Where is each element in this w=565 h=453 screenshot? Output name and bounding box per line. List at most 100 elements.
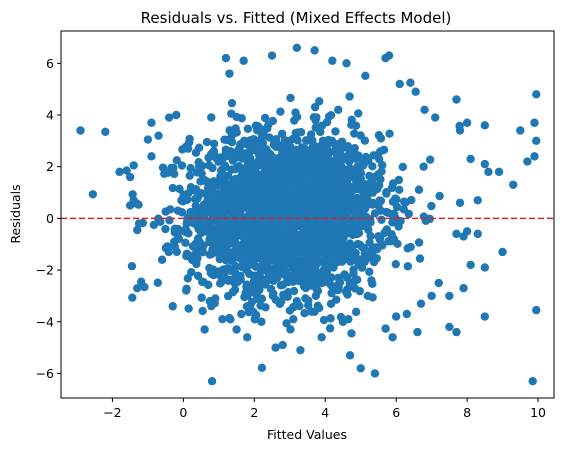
data-point bbox=[147, 119, 155, 127]
data-point bbox=[258, 364, 266, 372]
data-point bbox=[280, 142, 288, 150]
data-point bbox=[312, 275, 320, 283]
data-point bbox=[197, 294, 205, 302]
data-point bbox=[481, 263, 489, 271]
data-point bbox=[246, 143, 254, 151]
data-point bbox=[481, 160, 489, 168]
data-point bbox=[286, 306, 294, 314]
data-point bbox=[244, 125, 252, 133]
data-point bbox=[328, 57, 336, 65]
data-point bbox=[532, 137, 540, 145]
data-point bbox=[322, 176, 330, 184]
data-point bbox=[509, 181, 517, 189]
data-point bbox=[217, 272, 225, 280]
data-point bbox=[259, 242, 267, 250]
data-point bbox=[227, 131, 235, 139]
data-point bbox=[389, 179, 397, 187]
data-point bbox=[356, 287, 364, 295]
data-point bbox=[256, 301, 264, 309]
data-point bbox=[300, 270, 308, 278]
data-point bbox=[243, 157, 251, 165]
data-point bbox=[173, 156, 181, 164]
data-point bbox=[239, 57, 247, 65]
data-point bbox=[329, 263, 337, 271]
data-point bbox=[199, 278, 207, 286]
data-point bbox=[330, 244, 338, 252]
data-point bbox=[381, 54, 389, 62]
plot-area bbox=[61, 31, 554, 398]
data-point bbox=[387, 237, 395, 245]
data-point bbox=[243, 333, 251, 341]
data-point bbox=[347, 186, 355, 194]
data-point bbox=[420, 212, 428, 220]
data-point bbox=[358, 161, 366, 169]
data-point bbox=[336, 146, 344, 154]
data-point bbox=[171, 242, 179, 250]
data-point bbox=[291, 187, 299, 195]
data-point bbox=[427, 202, 435, 210]
data-point bbox=[356, 131, 364, 139]
data-point bbox=[481, 121, 489, 129]
data-point bbox=[334, 106, 342, 114]
x-tick-label: 6 bbox=[392, 405, 400, 420]
data-point bbox=[218, 315, 226, 323]
data-point bbox=[284, 288, 292, 296]
data-point bbox=[374, 199, 382, 207]
data-point bbox=[257, 318, 265, 326]
data-point bbox=[344, 208, 352, 216]
data-point bbox=[268, 242, 276, 250]
data-point bbox=[178, 195, 186, 203]
data-point bbox=[231, 279, 239, 287]
data-point bbox=[332, 168, 340, 176]
data-point bbox=[126, 173, 134, 181]
data-point bbox=[160, 170, 168, 178]
data-point bbox=[320, 316, 328, 324]
data-point bbox=[331, 127, 339, 135]
data-point bbox=[281, 267, 289, 275]
data-point bbox=[378, 161, 386, 169]
data-point bbox=[312, 113, 320, 121]
data-point bbox=[384, 209, 392, 217]
data-point bbox=[171, 225, 179, 233]
data-point bbox=[307, 166, 315, 174]
data-point bbox=[200, 219, 208, 227]
data-point bbox=[237, 310, 245, 318]
x-axis-ticks: −2 0 2 4 6 8 10 bbox=[103, 398, 546, 420]
data-point bbox=[373, 185, 381, 193]
data-point bbox=[128, 262, 136, 270]
y-axis-ticks: −6−4−20246 bbox=[36, 56, 61, 381]
data-point bbox=[463, 227, 471, 235]
data-point bbox=[400, 198, 408, 206]
data-point bbox=[197, 229, 205, 237]
data-point bbox=[204, 189, 212, 197]
data-point bbox=[233, 175, 241, 183]
data-point bbox=[270, 174, 278, 182]
data-point bbox=[388, 333, 396, 341]
data-point bbox=[178, 145, 186, 153]
data-point bbox=[198, 307, 206, 315]
data-point bbox=[289, 315, 297, 323]
data-point bbox=[394, 222, 402, 230]
data-point bbox=[307, 307, 315, 315]
data-point bbox=[317, 333, 325, 341]
data-point bbox=[208, 377, 216, 385]
data-point bbox=[324, 256, 332, 264]
data-point bbox=[304, 174, 312, 182]
data-point bbox=[128, 293, 136, 301]
data-point bbox=[474, 230, 482, 238]
x-tick-label: 4 bbox=[321, 405, 329, 420]
data-point bbox=[333, 221, 341, 229]
data-point bbox=[395, 186, 403, 194]
data-point bbox=[315, 97, 323, 105]
data-point bbox=[283, 226, 291, 234]
data-point bbox=[377, 216, 385, 224]
data-point bbox=[342, 288, 350, 296]
data-point bbox=[358, 222, 366, 230]
x-tick-label: 0 bbox=[179, 405, 187, 420]
data-point bbox=[299, 159, 307, 167]
data-point bbox=[214, 225, 222, 233]
data-point bbox=[208, 270, 216, 278]
data-point bbox=[192, 247, 200, 255]
data-point bbox=[231, 124, 239, 132]
data-point bbox=[281, 168, 289, 176]
